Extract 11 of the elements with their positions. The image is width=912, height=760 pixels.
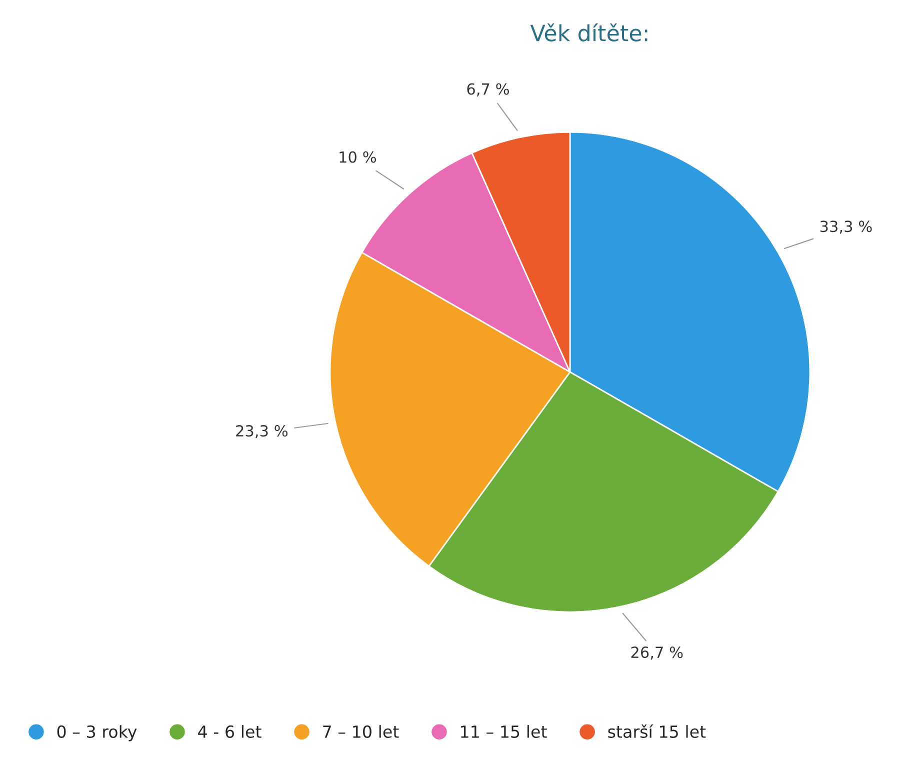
data-label: 33,3 % bbox=[820, 220, 872, 234]
legend-label: 11 – 15 let bbox=[461, 725, 547, 738]
data-label: 23,3 % bbox=[236, 425, 288, 438]
legend-label: starší 15 let bbox=[608, 724, 706, 738]
data-label: 26,7 % bbox=[631, 646, 683, 660]
data-label: 6,7 % bbox=[467, 83, 509, 96]
data-label: 10 % bbox=[340, 151, 376, 163]
legend-label: 7 – 10 let bbox=[323, 725, 399, 738]
legend-label: 0 – 3 roky bbox=[57, 725, 137, 742]
chart-title: Věk dítěte: bbox=[530, 23, 648, 42]
legend-label: 4 - 6 let bbox=[198, 725, 262, 738]
